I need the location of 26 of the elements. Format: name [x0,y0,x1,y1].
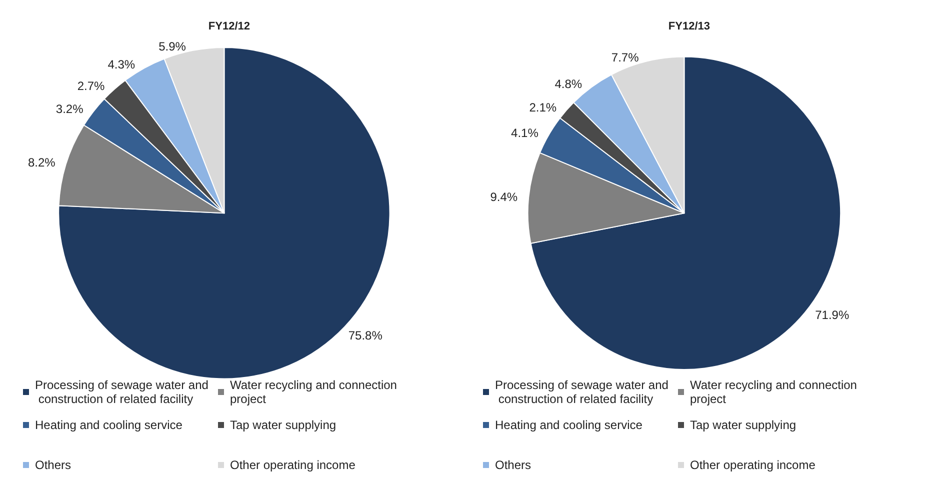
data-label: 2.1% [529,100,557,114]
legend-label: Water recycling and connection project [230,378,400,406]
legend-label: Tap water supplying [230,418,336,432]
chart-title: FY12/13 [668,20,710,32]
legend-label: Processing of sewage water and construction of related facility [495,378,668,406]
data-label: 7.7% [611,50,640,64]
data-label: 4.3% [108,58,136,72]
data-label: 3.2% [56,102,84,116]
data-label: 75.8% [348,328,383,343]
legend-label: Others [35,458,72,472]
legend-label: Other operating income [690,458,816,472]
legend-label: Processing of sewage water and construction of related facility [35,378,208,406]
data-label: 8.2% [28,156,56,170]
data-label: 5.9% [158,39,186,54]
legend-label: Heating and cooling service [495,418,643,432]
chart-title: FY12/12 [208,20,250,32]
data-label: 71.9% [815,308,850,322]
data-label: 4.1% [511,126,539,140]
data-label: 4.8% [554,76,582,91]
legend-label: Heating and cooling service [35,418,183,432]
legend-label: Water recycling and connection project [690,378,860,406]
data-label: 2.7% [77,79,106,94]
data-label: 9.4% [490,190,518,204]
legend-label: Others [495,458,532,472]
legend-label: Tap water supplying [690,418,796,432]
legend-label: Other operating income [230,458,356,472]
